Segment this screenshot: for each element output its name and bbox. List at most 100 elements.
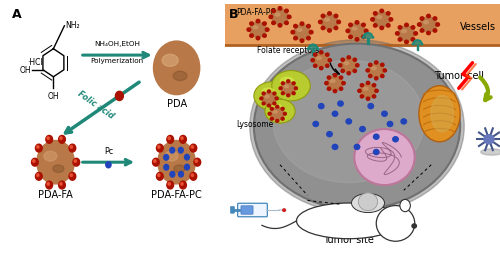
FancyArrow shape: [312, 51, 314, 56]
Circle shape: [168, 137, 170, 140]
Circle shape: [270, 108, 274, 111]
Text: Vessels: Vessels: [460, 22, 496, 32]
Circle shape: [368, 64, 384, 78]
Ellipse shape: [431, 96, 454, 132]
Circle shape: [268, 91, 270, 93]
Circle shape: [393, 137, 398, 142]
Circle shape: [180, 136, 186, 144]
Circle shape: [383, 70, 386, 73]
Circle shape: [396, 33, 399, 36]
Circle shape: [288, 16, 291, 20]
Circle shape: [418, 24, 421, 27]
Circle shape: [348, 36, 352, 39]
Circle shape: [380, 75, 384, 78]
Ellipse shape: [254, 44, 460, 210]
Circle shape: [191, 146, 194, 149]
Text: PDA-FA: PDA-FA: [38, 189, 73, 199]
Circle shape: [374, 77, 378, 81]
Circle shape: [347, 72, 350, 75]
Circle shape: [294, 25, 298, 29]
Circle shape: [36, 145, 42, 152]
Circle shape: [152, 159, 159, 166]
Circle shape: [167, 136, 173, 144]
Ellipse shape: [330, 80, 335, 83]
Circle shape: [70, 146, 72, 149]
Circle shape: [404, 24, 408, 27]
Circle shape: [284, 22, 288, 25]
Circle shape: [374, 150, 379, 155]
Circle shape: [256, 37, 260, 41]
Circle shape: [355, 22, 359, 25]
Circle shape: [190, 145, 196, 152]
Circle shape: [47, 183, 50, 185]
Ellipse shape: [255, 45, 459, 209]
Text: NH₄OH,EtOH: NH₄OH,EtOH: [94, 41, 140, 47]
Circle shape: [273, 103, 276, 105]
Circle shape: [116, 92, 124, 101]
FancyArrow shape: [417, 46, 418, 51]
Text: PDA-FA-PC: PDA-FA-PC: [151, 189, 202, 199]
Circle shape: [310, 31, 313, 35]
Circle shape: [404, 41, 408, 44]
Circle shape: [341, 70, 344, 73]
Circle shape: [318, 104, 324, 109]
Circle shape: [380, 64, 384, 67]
Circle shape: [268, 105, 270, 107]
Circle shape: [276, 106, 279, 109]
Circle shape: [273, 93, 276, 96]
Circle shape: [311, 59, 314, 62]
Circle shape: [46, 181, 52, 189]
Circle shape: [484, 135, 494, 144]
Ellipse shape: [296, 203, 401, 239]
Circle shape: [334, 27, 338, 30]
Circle shape: [36, 174, 39, 177]
Circle shape: [269, 16, 272, 20]
Circle shape: [278, 8, 282, 11]
Circle shape: [334, 90, 336, 93]
Circle shape: [164, 155, 168, 161]
Circle shape: [374, 13, 390, 28]
Circle shape: [284, 10, 288, 13]
Circle shape: [270, 108, 284, 121]
Circle shape: [250, 23, 254, 26]
Circle shape: [73, 159, 80, 166]
Circle shape: [321, 15, 338, 30]
Ellipse shape: [297, 29, 302, 32]
Circle shape: [380, 27, 384, 30]
Circle shape: [181, 183, 183, 185]
Circle shape: [281, 118, 284, 121]
Circle shape: [58, 181, 66, 189]
Ellipse shape: [174, 165, 185, 173]
Circle shape: [340, 88, 342, 91]
Circle shape: [386, 13, 390, 16]
Text: PDA: PDA: [166, 99, 186, 109]
Circle shape: [356, 65, 359, 68]
Ellipse shape: [262, 89, 274, 96]
Circle shape: [401, 119, 406, 124]
Ellipse shape: [352, 28, 357, 31]
Circle shape: [420, 18, 437, 33]
FancyBboxPatch shape: [230, 207, 234, 213]
Circle shape: [328, 13, 332, 16]
Circle shape: [334, 74, 336, 77]
FancyBboxPatch shape: [225, 5, 500, 46]
Circle shape: [158, 141, 196, 184]
Circle shape: [380, 10, 384, 13]
Circle shape: [366, 98, 370, 101]
Circle shape: [281, 108, 284, 111]
Circle shape: [420, 30, 424, 33]
Circle shape: [327, 132, 332, 137]
Circle shape: [284, 113, 286, 116]
Circle shape: [328, 30, 332, 33]
Text: ·HCl: ·HCl: [27, 58, 42, 67]
Circle shape: [411, 27, 415, 30]
Circle shape: [178, 148, 183, 153]
Text: A: A: [12, 8, 21, 21]
Circle shape: [374, 25, 377, 28]
Polygon shape: [362, 34, 374, 39]
Circle shape: [58, 136, 66, 144]
Circle shape: [272, 10, 288, 25]
Text: Polymerization: Polymerization: [90, 58, 144, 64]
Circle shape: [398, 39, 402, 42]
Ellipse shape: [316, 57, 321, 60]
